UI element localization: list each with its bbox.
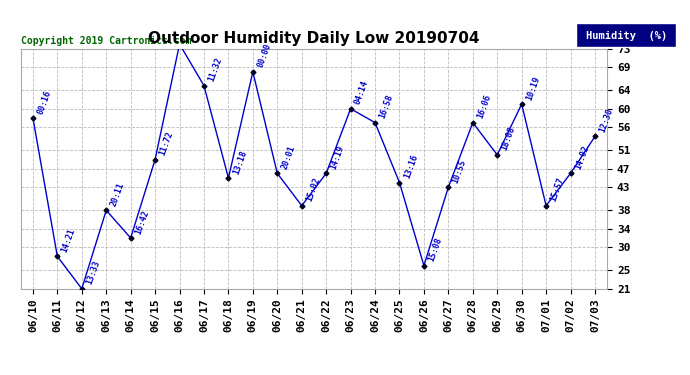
Text: Humidity  (%): Humidity (%) — [586, 31, 667, 41]
Text: 15:08: 15:08 — [426, 236, 444, 263]
Text: 16:42: 16:42 — [133, 209, 150, 235]
Text: 14:19: 14:19 — [329, 144, 346, 171]
Text: 15:57: 15:57 — [549, 176, 566, 203]
Text: 10:55: 10:55 — [451, 158, 468, 184]
Text: 16:06: 16:06 — [475, 93, 493, 120]
Text: 14:02: 14:02 — [573, 144, 591, 171]
Text: 12:58: 12:58 — [0, 374, 1, 375]
Text: 11:72: 11:72 — [158, 130, 175, 157]
Text: 20:11: 20:11 — [109, 181, 126, 207]
Text: 12:30: 12:30 — [598, 107, 615, 134]
Text: 18:08: 18:08 — [500, 126, 517, 152]
Text: 16:58: 16:58 — [378, 93, 395, 120]
Text: 00:00: 00:00 — [255, 42, 273, 69]
Text: Copyright 2019 Cartronics.com: Copyright 2019 Cartronics.com — [21, 36, 191, 46]
Text: 10:19: 10:19 — [524, 75, 542, 101]
Text: 20:01: 20:01 — [280, 144, 297, 171]
Text: 11:32: 11:32 — [207, 56, 224, 83]
Text: 04:14: 04:14 — [353, 80, 371, 106]
Text: 13:18: 13:18 — [231, 148, 248, 175]
Text: 13:33: 13:33 — [85, 260, 101, 286]
Text: 13:16: 13:16 — [402, 153, 420, 180]
Title: Outdoor Humidity Daily Low 20190704: Outdoor Humidity Daily Low 20190704 — [148, 31, 480, 46]
Text: 14:21: 14:21 — [60, 227, 77, 254]
Text: 15:02: 15:02 — [304, 176, 322, 203]
Text: 00:16: 00:16 — [36, 88, 52, 115]
